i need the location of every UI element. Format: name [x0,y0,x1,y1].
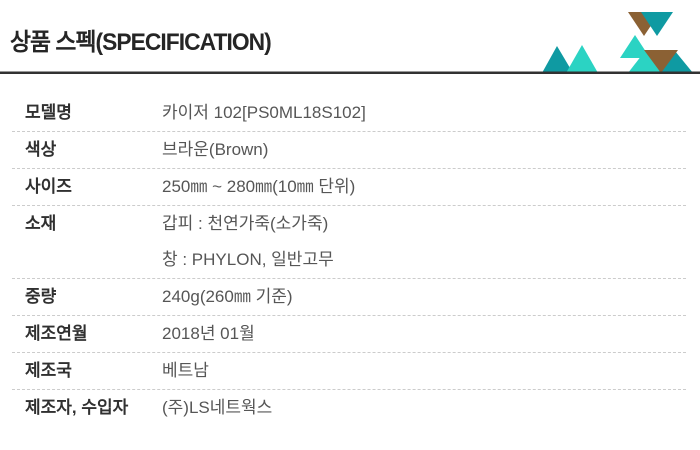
spec-values: 브라운(Brown) [162,132,686,168]
spec-row: 소재 갑피 : 천연가죽(소가죽) 창 : PHYLON, 일반고무 [12,206,686,279]
spec-value: 240g(260㎜ 기준) [162,287,293,306]
spec-row: 제조자, 수입자 (주)LS네트웍스 [12,390,686,426]
header-rule [0,71,700,74]
spec-row: 모델명 카이저 102[PS0ML18S102] [12,95,686,132]
header-decoration [0,12,700,74]
triangle-teal-light-bottom-icon [628,51,662,73]
spec-value: 250㎜ ~ 280㎜(10㎜ 단위) [162,177,356,196]
spec-row: 색상 브라운(Brown) [12,132,686,169]
spec-value: 갑피 : 천연가죽(소가죽) [162,214,329,233]
spec-label: 모델명 [25,103,72,122]
triangle-teal-dark-top-icon [641,12,673,36]
spec-label: 제조자, 수입자 [25,398,129,417]
spec-values: 베트남 [162,353,686,389]
spec-values: 240g(260㎜ 기준) [162,279,686,315]
spec-values: 카이저 102[PS0ML18S102] [162,95,686,131]
spec-value: 브라운(Brown) [162,140,269,159]
spec-label: 색상 [25,140,57,159]
spec-value: 베트남 [162,361,209,380]
triangle-teal-light-mid-icon [620,35,650,58]
spec-label: 소재 [25,214,57,233]
spec-value: (주)LS네트웍스 [162,398,273,417]
spec-value: 카이저 102[PS0ML18S102] [162,103,366,122]
spec-label: 사이즈 [25,177,72,196]
spec-row: 사이즈 250㎜ ~ 280㎜(10㎜ 단위) [12,169,686,206]
page-title: 상품 스펙(SPECIFICATION) [10,29,272,56]
spec-values: 250㎜ ~ 280㎜(10㎜ 단위) [162,169,686,205]
spec-value: 2018년 01월 [162,324,255,343]
triangle-brown-bottom-icon [644,50,678,73]
spec-label: 중량 [25,287,57,306]
spec-values: 2018년 01월 [162,316,686,352]
spec-values: 갑피 : 천연가죽(소가죽) 창 : PHYLON, 일반고무 [162,206,686,278]
triangle-teal-dark-left-icon [542,46,573,73]
triangle-teal-light-left-icon [566,45,598,73]
spec-value: 창 : PHYLON, 일반고무 [162,250,334,269]
spec-row: 제조국 베트남 [12,353,686,390]
spec-values: (주)LS네트웍스 [162,390,686,426]
spec-label: 제조국 [25,361,72,380]
spec-table: 모델명 카이저 102[PS0ML18S102] 색상 브라운(Brown) 사… [12,95,686,426]
spec-row: 제조연월 2018년 01월 [12,316,686,353]
triangle-teal-dark-bottom-icon [658,51,693,73]
spec-label: 제조연월 [25,324,88,343]
spec-row: 중량 240g(260㎜ 기준) [12,279,686,316]
